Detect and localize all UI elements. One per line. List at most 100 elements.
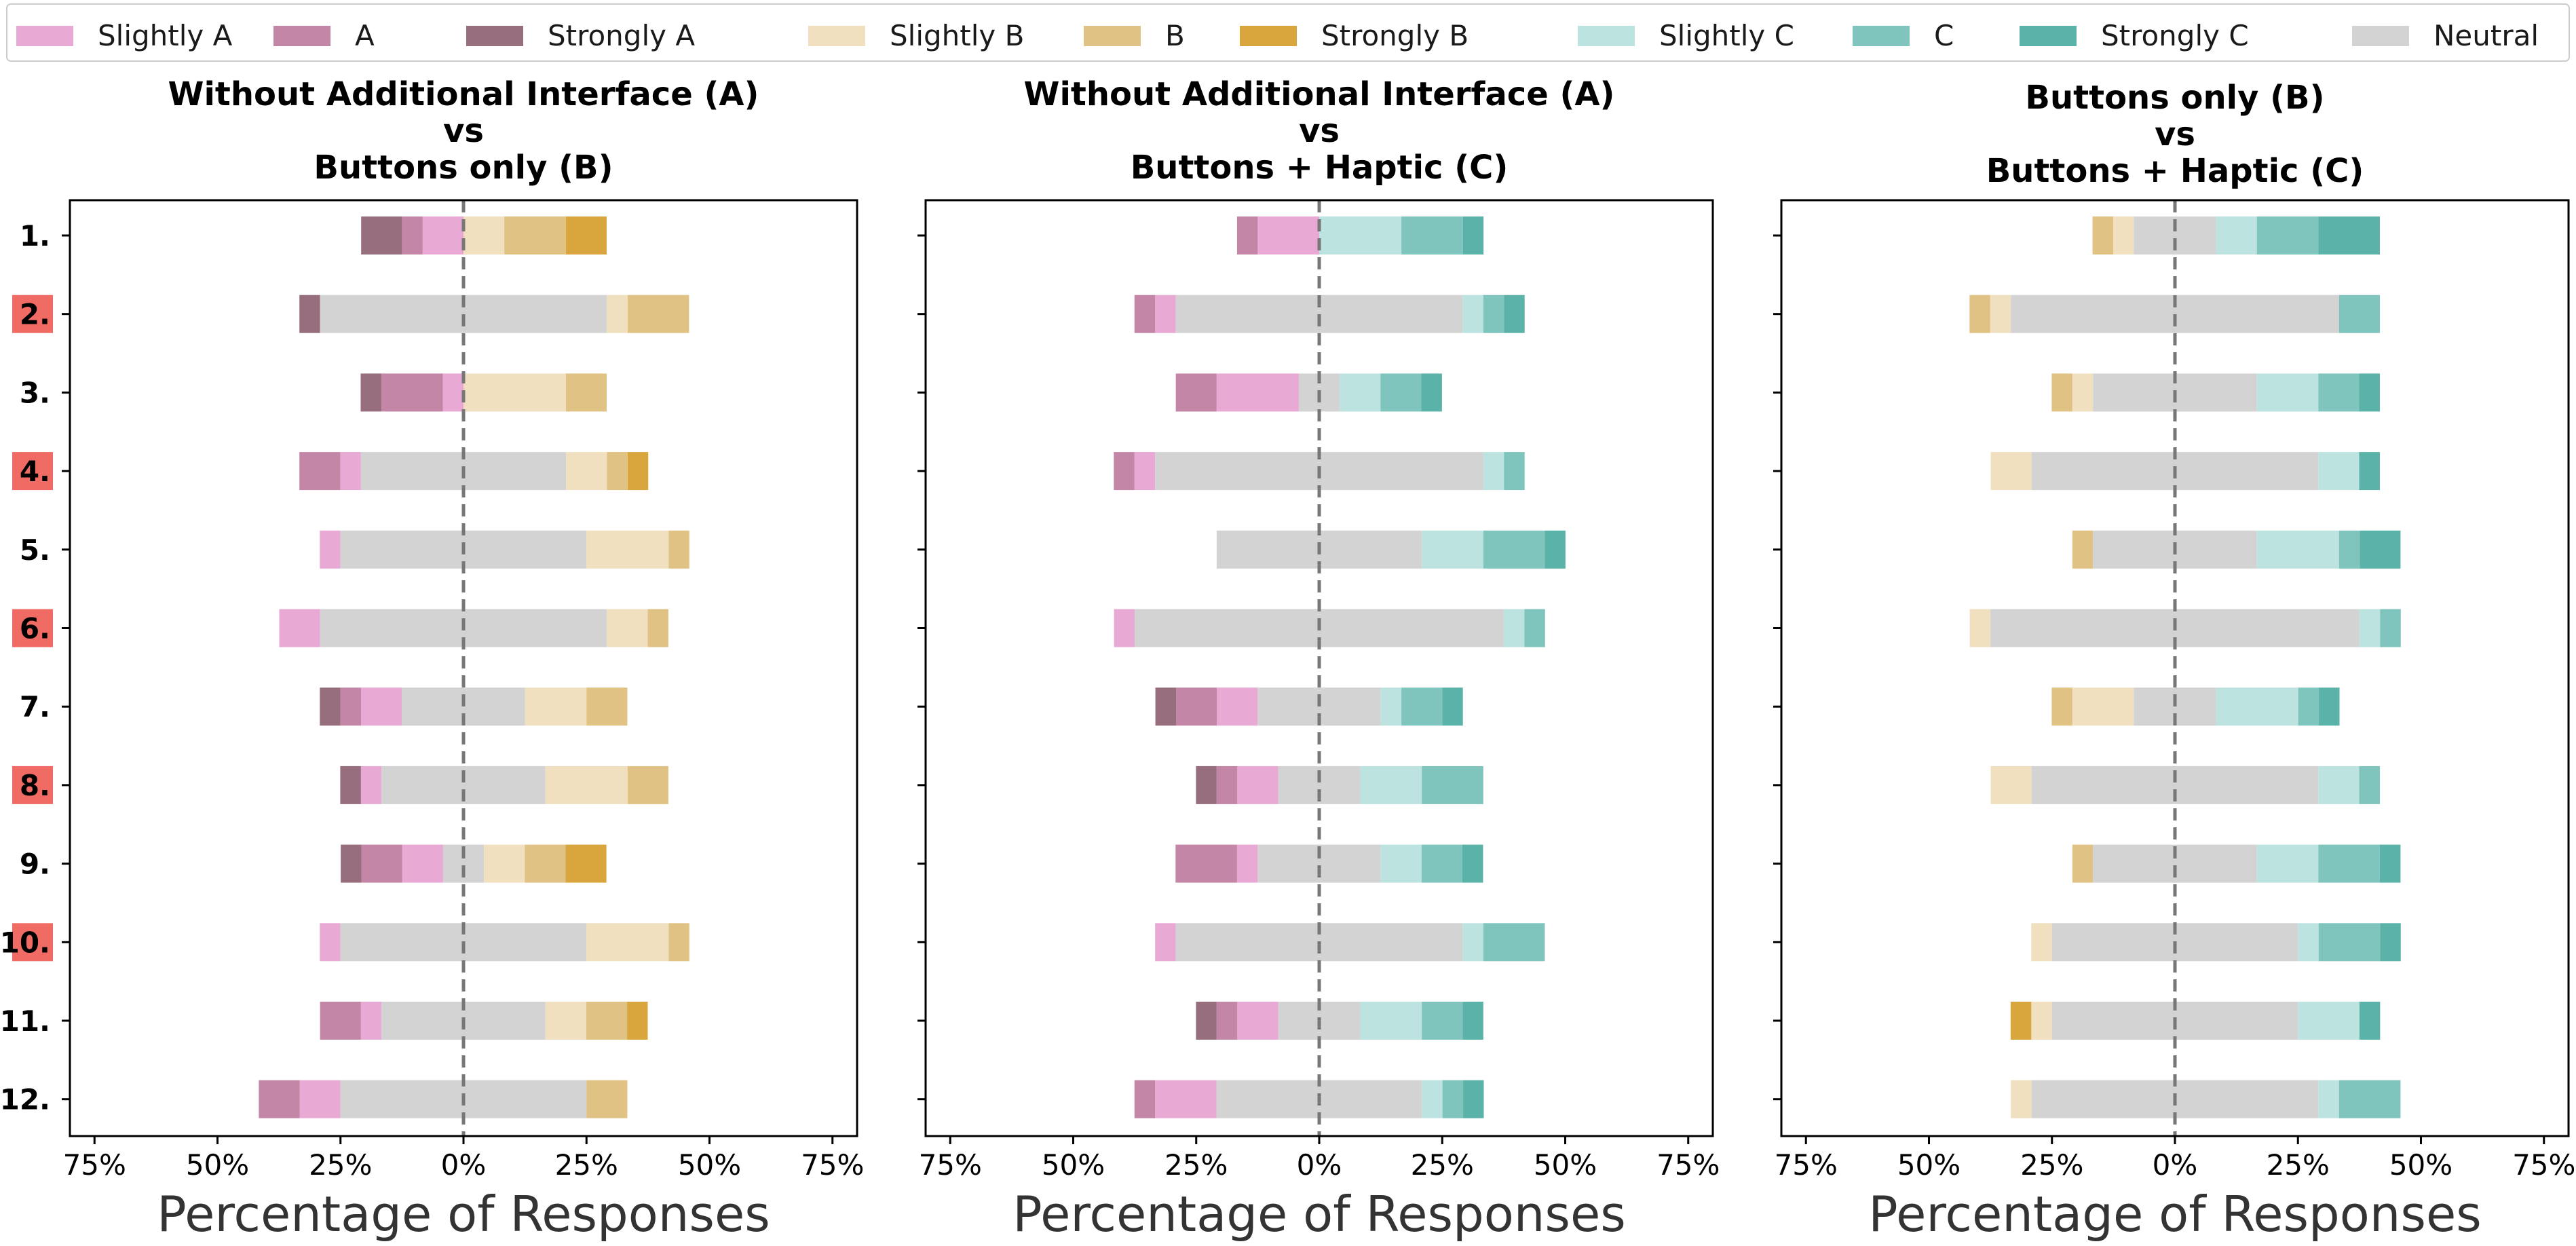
bar-segment-slightly-a-row-4 <box>1134 452 1156 491</box>
bar-segment-slightly-c-row-5 <box>1422 530 1483 569</box>
legend-swatch <box>1084 26 1141 46</box>
bar-segment-slightly-a-row-7 <box>361 687 402 726</box>
bar-segment-strongly-c-row-4 <box>2359 452 2380 491</box>
bar-segment-b-row-11 <box>586 1002 628 1040</box>
bar-segment-slightly-c-row-12 <box>1422 1080 1443 1118</box>
x-tick-label: 0% <box>1297 1148 1342 1182</box>
legend-label: B <box>1165 19 1185 52</box>
subplot-a-vs-c: Without Additional Interface (A)vsButton… <box>917 75 1720 1243</box>
y-label-highlight <box>12 766 53 804</box>
legend-item-slightly-c: Slightly C <box>1578 19 1794 52</box>
bar-segment-strongly-c-row-11 <box>1462 1002 1483 1040</box>
legend-label: Strongly A <box>548 19 695 52</box>
x-axis-label: Percentage of Responses <box>157 1186 770 1243</box>
bar-segment-slightly-c-row-3 <box>2256 373 2319 412</box>
y-tick-label: 5. <box>20 533 50 567</box>
bar-segment-strongly-a-row-11 <box>1196 1002 1217 1040</box>
bar-segment-b-row-9 <box>2072 844 2094 883</box>
bar-segment-strongly-a-row-3 <box>360 373 381 412</box>
bar-segment-c-row-7 <box>2298 687 2319 726</box>
bar-segment-b-row-1 <box>2092 216 2114 254</box>
bar-segment-b-row-6 <box>647 609 668 647</box>
bar-segment-strongly-c-row-2 <box>1504 295 1525 333</box>
bar-segment-b-row-1 <box>504 216 566 254</box>
bar-segment-slightly-a-row-6 <box>1114 609 1135 647</box>
bar-segment-slightly-b-row-11 <box>545 1002 586 1040</box>
legend-swatch <box>2020 26 2077 46</box>
bar-segment-a-row-3 <box>1175 373 1217 412</box>
bar-segment-slightly-a-row-1 <box>1257 216 1319 254</box>
bar-segment-slightly-c-row-8 <box>2318 766 2360 804</box>
bar-segment-b-row-5 <box>668 530 689 569</box>
y-label-highlight <box>12 923 53 962</box>
legend-label: Neutral <box>2433 19 2539 52</box>
bar-segment-a-row-9 <box>361 844 402 883</box>
bar-segment-b-row-10 <box>668 923 689 962</box>
bar-segment-c-row-9 <box>1421 844 1462 883</box>
bar-segment-slightly-c-row-4 <box>2318 452 2360 491</box>
bar-segment-c-row-5 <box>2338 530 2360 569</box>
bar-segment-slightly-c-row-1 <box>2216 216 2257 254</box>
bar-segment-strongly-b-row-11 <box>2010 1002 2032 1040</box>
y-tick-label: 8. <box>20 769 50 802</box>
bar-segment-slightly-c-row-11 <box>2298 1002 2360 1040</box>
y-tick-label: 10. <box>0 926 50 959</box>
bar-segment-slightly-a-row-2 <box>1155 295 1176 333</box>
bar-segment-slightly-a-row-11 <box>1237 1002 1278 1040</box>
subplot-title-line: Buttons + Haptic (C) <box>1131 149 1509 187</box>
bar-segment-slightly-a-row-8 <box>360 766 382 804</box>
bar-segment-slightly-b-row-1 <box>463 216 505 254</box>
bar-segment-strongly-c-row-3 <box>1421 373 1442 412</box>
bar-segment-c-row-12 <box>1442 1080 1464 1118</box>
bar-segment-slightly-c-row-9 <box>1380 844 1422 883</box>
bar-segment-slightly-c-row-3 <box>1340 373 1381 412</box>
bar-segment-b-row-4 <box>607 452 628 491</box>
bar-segment-slightly-c-row-2 <box>1462 295 1483 333</box>
bar-segment-b-row-9 <box>525 844 566 883</box>
y-tick-label: 6. <box>20 612 50 645</box>
legend-swatch <box>2352 26 2409 46</box>
bar-segment-slightly-c-row-7 <box>1380 687 1402 726</box>
subplot-title-line: Without Additional Interface (A) <box>168 75 759 113</box>
bar-segment-b-row-2 <box>1969 295 1990 333</box>
bar-segment-c-row-11 <box>1422 1002 1463 1040</box>
x-tick-label: 25% <box>555 1148 618 1182</box>
bar-segment-c-row-2 <box>2338 295 2380 333</box>
bar-segment-a-row-7 <box>1176 687 1217 726</box>
x-tick-label: 75% <box>801 1148 864 1182</box>
x-tick-label: 0% <box>2153 1148 2198 1182</box>
legend-swatch <box>1853 26 1910 46</box>
bar-segment-a-row-11 <box>320 1002 361 1040</box>
bar-segment-slightly-c-row-11 <box>1360 1002 1422 1040</box>
bar-segment-slightly-a-row-1 <box>422 216 463 254</box>
legend-label: Strongly C <box>2101 19 2249 52</box>
bar-segment-strongly-c-row-12 <box>1463 1080 1484 1118</box>
bar-segment-slightly-c-row-10 <box>1462 923 1483 962</box>
bar-segment-slightly-b-row-8 <box>545 766 628 804</box>
subplot-title-line: Without Additional Interface (A) <box>1024 75 1615 113</box>
x-tick-label: 50% <box>2389 1148 2452 1182</box>
bar-segment-strongly-a-row-2 <box>299 295 320 333</box>
bar-segment-strongly-c-row-10 <box>2380 923 2401 962</box>
bar-segment-strongly-c-row-5 <box>2360 530 2401 569</box>
bar-segment-slightly-b-row-10 <box>586 923 669 962</box>
bar-segment-slightly-a-row-11 <box>360 1002 382 1040</box>
bar-segment-strongly-b-row-4 <box>627 452 649 491</box>
bar-segment-strongly-c-row-9 <box>2379 844 2401 883</box>
bar-segment-strongly-c-row-9 <box>1462 844 1483 883</box>
bar-segment-slightly-b-row-11 <box>2031 1002 2052 1040</box>
legend-item-strongly-b: Strongly B <box>1240 19 1469 52</box>
bar-segment-c-row-10 <box>1483 923 1545 962</box>
bar-segment-slightly-a-row-3 <box>442 373 463 412</box>
bar-segment-c-row-6 <box>1524 609 1545 647</box>
bar-segment-slightly-a-row-8 <box>1237 766 1278 804</box>
y-label-highlight <box>12 452 53 491</box>
bar-segment-c-row-1 <box>1401 216 1463 254</box>
x-tick-label: 25% <box>1164 1148 1228 1182</box>
bar-segment-slightly-c-row-6 <box>2359 609 2381 647</box>
bar-segment-strongly-c-row-3 <box>2359 373 2380 412</box>
bar-segment-slightly-c-row-12 <box>2318 1080 2339 1118</box>
legend-swatch <box>808 26 865 46</box>
bar-segment-slightly-a-row-9 <box>1236 844 1258 883</box>
legend-item-strongly-c: Strongly C <box>2020 19 2249 52</box>
